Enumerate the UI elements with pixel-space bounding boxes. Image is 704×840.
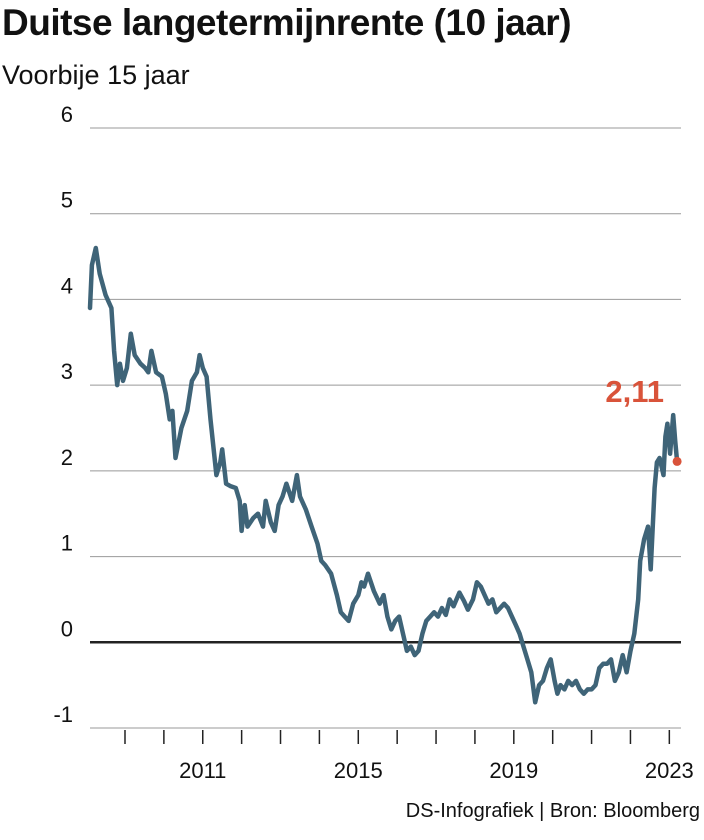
last-value-label: 2,11 [605,374,664,409]
y-tick-label: 6 [61,102,73,127]
y-tick-label: 1 [61,531,73,556]
x-tick-label: 2015 [334,758,383,783]
chart-title: Duitse langetermijnrente (10 jaar) [2,2,572,43]
y-tick-label: 3 [61,359,73,384]
x-tick-label: 2019 [489,758,538,783]
y-tick-label: 0 [61,616,73,641]
chart-subtitle: Voorbije 15 jaar [2,60,190,90]
series-line [87,245,680,705]
y-tick-label: 5 [61,188,73,213]
y-tick-label: -1 [53,702,73,727]
last-value-point [672,456,682,466]
source-note: DS-Infografiek | Bron: Bloomberg [405,800,700,822]
y-tick-label: 2 [61,445,73,470]
x-tick-label: 2011 [179,758,226,783]
y-tick-label: 4 [61,273,73,298]
x-tick-label: 2023 [645,758,694,783]
